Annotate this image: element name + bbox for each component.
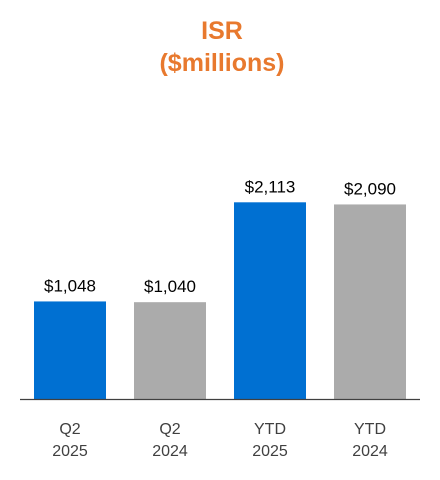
bar-3 [334,204,406,399]
value-label-2: $2,113 [245,177,296,196]
tick-label-0-1: 2025 [52,443,88,460]
value-label-0: $1,048 [44,276,96,295]
value-labels-group: $1,048 $1,040 $2,113 $2,090 [44,177,396,296]
value-label-1: $1,040 [144,277,196,296]
tick-label-2-0: YTD [254,421,286,438]
tick-label-3-1: 2024 [352,443,388,460]
tick-label-2-1: 2025 [252,443,288,460]
bar-1 [134,302,206,399]
bars-group [34,202,406,399]
tick-label-1-1: 2024 [152,443,188,460]
bar-2 [234,202,306,399]
tick-label-1-0: Q2 [159,421,180,438]
chart-title: ISR [201,17,243,45]
chart-subtitle: ($millions) [159,49,284,77]
value-label-3: $2,090 [344,179,396,198]
tick-label-3-0: YTD [354,421,386,438]
tick-label-0-0: Q2 [59,421,80,438]
tick-labels-group: Q2 2025 Q2 2024 YTD 2025 YTD 2024 [52,421,388,460]
bar-0 [34,301,106,399]
